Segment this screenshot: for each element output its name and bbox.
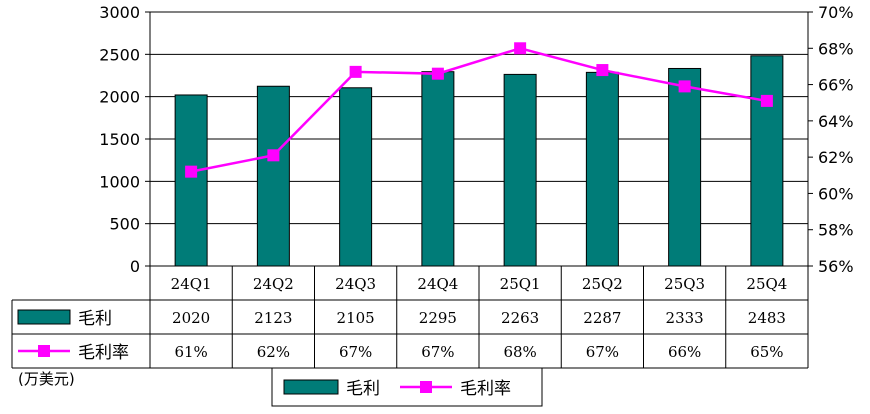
table-cell: 2105: [337, 309, 375, 327]
data-table: 24Q1 24Q2 24Q3 24Q4 25Q1 25Q2 25Q3 25Q4 2020 2123…: [11, 266, 809, 369]
legend-label: 毛利率: [460, 379, 511, 399]
table-cell: 2020: [172, 309, 210, 327]
table-cell: 67%: [421, 343, 454, 361]
bar: [750, 55, 784, 267]
right-tick-label: 62%: [818, 148, 854, 167]
left-tick-label: 0: [130, 257, 140, 276]
table-cell: 2123: [254, 309, 292, 327]
bar: [585, 71, 619, 267]
left-tick-label: 2500: [99, 45, 140, 64]
bar: [256, 85, 290, 267]
category-label: 25Q1: [500, 275, 541, 293]
category-label: 24Q4: [417, 275, 458, 293]
table-cell: 61%: [174, 343, 207, 361]
row-key-marker: [38, 345, 50, 357]
bar: [421, 71, 455, 267]
category-label: 24Q2: [253, 275, 294, 293]
category-label: 25Q3: [664, 275, 705, 293]
line-marker: [349, 65, 362, 78]
right-tick-label: 64%: [818, 112, 854, 131]
left-tick-label: 1500: [99, 130, 140, 149]
line-marker: [185, 165, 198, 178]
right-tick-label: 70%: [818, 3, 854, 22]
table-cell: 67%: [339, 343, 372, 361]
legend-label: 毛利: [346, 379, 380, 399]
left-tick-label: 1000: [99, 172, 140, 191]
left-tick-label: 2000: [99, 88, 140, 107]
right-tick-label: 56%: [818, 257, 854, 276]
table-cell: 2295: [419, 309, 457, 327]
line-marker: [514, 42, 527, 55]
bar: [503, 73, 537, 267]
right-tick-label: 58%: [818, 221, 854, 240]
line-marker: [596, 64, 609, 77]
table-cell: 65%: [750, 343, 783, 361]
table-cell: 2333: [666, 309, 704, 327]
right-tick-label: 60%: [818, 184, 854, 203]
bar: [174, 94, 208, 267]
gridlines: [150, 11, 808, 225]
unit-label: (万美元): [18, 370, 75, 388]
bar: [668, 67, 702, 267]
row-label: 毛利率: [78, 343, 129, 363]
category-label: 25Q4: [746, 275, 787, 293]
category-label: 25Q2: [582, 275, 623, 293]
left-tick-label: 3000: [99, 3, 140, 22]
right-tick-label: 68%: [818, 39, 854, 58]
right-tick-label: 66%: [818, 76, 854, 95]
right-axis: 56% 58% 60% 62% 64% 66% 68% 70%: [808, 3, 854, 276]
table-cell: 67%: [586, 343, 619, 361]
table-cell: 2483: [748, 309, 786, 327]
category-label: 24Q3: [335, 275, 376, 293]
table-cell: 66%: [668, 343, 701, 361]
row-key-bar: [17, 309, 71, 325]
row-label: 毛利: [78, 309, 112, 329]
legend: 毛利 毛利率: [271, 367, 543, 407]
line-marker: [760, 94, 773, 107]
line-marker: [678, 80, 691, 93]
left-axis: 0 500 1000 1500 2000 2500 3000: [99, 3, 150, 276]
table-cell: 68%: [503, 343, 536, 361]
line-marker: [431, 67, 444, 80]
line-path: [190, 46, 768, 173]
category-label: 24Q1: [171, 275, 212, 293]
legend-swatch-bar: [283, 379, 339, 395]
table-cell: 2263: [501, 309, 539, 327]
bar: [339, 87, 373, 267]
line-marker: [267, 149, 280, 162]
line-series: [185, 42, 773, 178]
legend-swatch-marker: [420, 381, 432, 393]
table-cell: 2287: [583, 309, 621, 327]
table-cell: 62%: [257, 343, 290, 361]
left-tick-label: 500: [109, 215, 140, 234]
